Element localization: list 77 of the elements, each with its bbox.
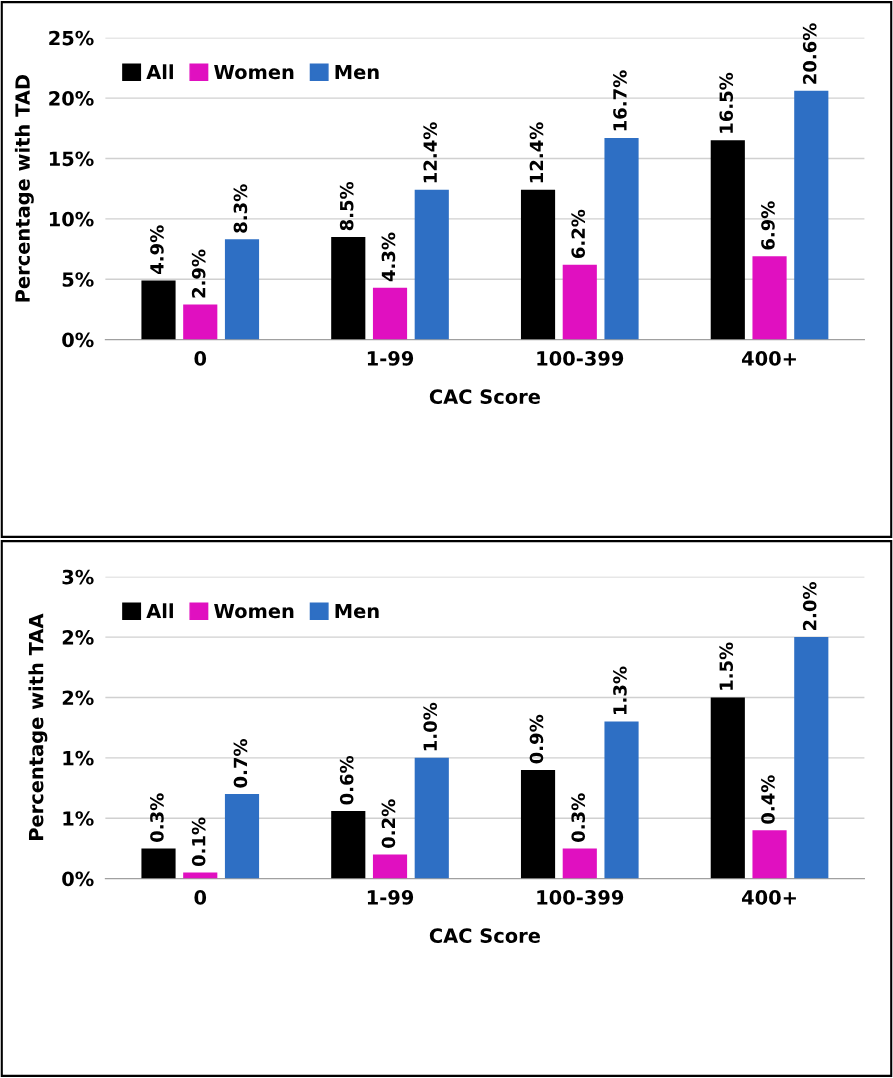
- data-label: 0.3%: [150, 793, 164, 842]
- bar: [224, 239, 260, 340]
- bar: [604, 137, 639, 340]
- data-label: 12.4%: [529, 122, 544, 183]
- data-label: 0.3%: [571, 793, 586, 842]
- data-label: 1.0%: [423, 702, 437, 751]
- x-tick-label: 0: [194, 351, 207, 366]
- data-label: 6.9%: [761, 201, 775, 250]
- bar: [331, 810, 366, 879]
- data-label: 0.4%: [761, 775, 775, 824]
- bar: [414, 757, 449, 879]
- bar: [752, 830, 787, 879]
- legend-label: All: [146, 64, 173, 80]
- y-tick-label: 2%: [62, 690, 94, 706]
- y-tick-label: 1%: [63, 811, 94, 826]
- legend-label: Men: [335, 64, 379, 80]
- data-label: 6.2%: [571, 209, 586, 259]
- data-label: 2.9%: [191, 249, 206, 298]
- bar: [604, 721, 639, 879]
- bar: [710, 697, 745, 879]
- bar: [414, 189, 449, 340]
- data-label: 12.4%: [423, 122, 437, 183]
- y-tick-label: 10%: [49, 211, 94, 227]
- data-label: 0.1%: [191, 817, 206, 867]
- bar: [562, 264, 597, 340]
- bar: [794, 637, 829, 879]
- bar: [141, 280, 176, 340]
- y-tick-label: 3%: [62, 569, 94, 585]
- legend-label: Men: [335, 603, 379, 619]
- legend-label: Women: [214, 603, 294, 619]
- x-tick-label: 100-399: [537, 890, 624, 905]
- x-tick-label: 100-399: [537, 351, 624, 366]
- x-tick-label: 0: [194, 890, 207, 905]
- bar: [331, 236, 366, 340]
- data-label: 1.3%: [613, 666, 627, 715]
- bar: [520, 769, 556, 879]
- data-label: 0.2%: [381, 799, 396, 848]
- bar: [520, 189, 556, 340]
- bar: [141, 848, 176, 879]
- bar: [794, 90, 829, 340]
- y-tick-label: 0%: [62, 871, 94, 887]
- data-label: 0.6%: [339, 755, 354, 805]
- y-tick-label: 5%: [62, 272, 94, 287]
- data-label: 2.0%: [802, 582, 817, 631]
- bar: [710, 140, 745, 340]
- bar: [752, 256, 787, 340]
- data-label: 20.6%: [802, 23, 817, 84]
- y-axis-title: Percentage with TAD: [14, 74, 34, 302]
- y-tick-label: 15%: [49, 151, 94, 167]
- x-axis-title: CAC Score: [429, 928, 540, 943]
- data-label: 0.9%: [529, 714, 544, 764]
- legend-label: All: [146, 603, 173, 619]
- x-tick-label: 1-99: [367, 890, 414, 905]
- x-tick-label: 400+: [741, 890, 796, 905]
- data-label: 16.5%: [719, 72, 734, 133]
- bar: [372, 854, 408, 879]
- x-tick-label: 1-99: [367, 351, 414, 366]
- y-axis-title: Percentage with TAA: [28, 613, 48, 840]
- bar: [372, 287, 408, 340]
- x-axis-title: CAC Score: [429, 389, 540, 404]
- data-label: 0.7%: [233, 739, 248, 788]
- y-tick-label: 25%: [49, 30, 94, 46]
- legend-label: Women: [214, 64, 294, 80]
- bar: [224, 794, 260, 879]
- data-label: 1.5%: [719, 642, 734, 690]
- x-tick-label: 400+: [741, 351, 796, 366]
- data-label: 8.3%: [233, 184, 248, 233]
- data-label: 4.3%: [381, 232, 396, 282]
- data-label: 4.9%: [150, 225, 164, 275]
- y-tick-label: 20%: [49, 91, 94, 106]
- y-tick-label: 2%: [62, 630, 94, 645]
- bar: [183, 304, 218, 340]
- data-label: 8.5%: [339, 181, 354, 231]
- data-label: 16.7%: [613, 70, 627, 131]
- y-tick-label: 1%: [63, 750, 94, 766]
- y-tick-label: 0%: [62, 332, 94, 348]
- bar: [562, 848, 597, 879]
